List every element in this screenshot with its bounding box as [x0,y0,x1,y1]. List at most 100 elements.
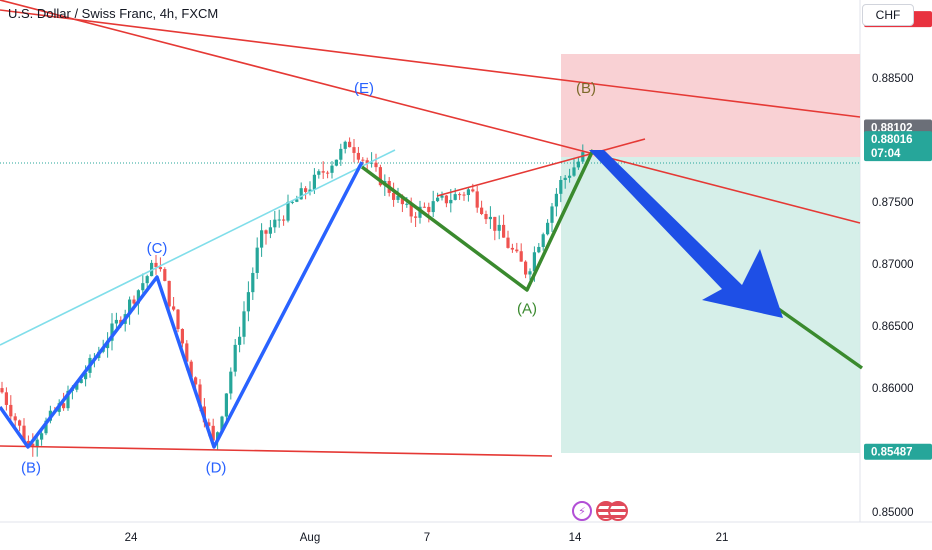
candle-body [405,203,409,205]
candle-body [497,224,501,231]
candle-body [18,420,22,426]
candle-body [141,283,145,291]
candle-body [568,175,572,178]
candle-body [365,160,369,164]
economic-events[interactable]: ⚡ [572,500,632,522]
candle-body [128,299,132,315]
upper-wedge-line[interactable] [0,149,396,346]
candle-body [75,383,79,390]
candle-body [145,276,149,284]
candle-body [0,388,4,393]
candle-body [268,227,272,234]
currency-button[interactable]: CHF [862,4,914,26]
candle-body [167,280,171,307]
candle-body [299,188,303,200]
upper-channel-line-extension[interactable] [0,0,861,224]
upper-channel-line[interactable] [0,9,861,118]
candle-body [471,189,475,192]
candle-body [475,191,479,208]
candle-body [334,159,338,166]
candle-body [400,195,404,205]
candle-body [163,269,167,281]
candle-body [290,201,294,203]
candle-body [238,336,242,345]
candle-body [493,216,497,231]
candle-body [356,152,360,160]
candle-body [519,251,523,262]
candle-body [330,165,334,173]
candle-body [466,189,470,196]
rising-triangle-line[interactable] [436,138,646,197]
candle-body [515,249,519,252]
candle-body [370,162,374,164]
price-tag-label: 0.85487 [871,447,913,459]
green-wave-line[interactable] [360,149,595,292]
candle-body [277,219,281,221]
candle-body [31,443,35,446]
price-tag-target [864,443,932,460]
countdown-label: 07:04 [871,148,901,160]
candle-body [343,141,347,149]
candle-body [524,261,528,275]
candle-body [22,425,26,441]
candle-body [436,197,440,202]
y-tick-label: 0.86000 [872,383,914,395]
candle-body [427,206,431,213]
wave-label: (B) [576,80,596,97]
candle-body [396,195,400,200]
candle-body [264,230,268,234]
x-tick-label: 24 [125,532,138,544]
candle-body [255,247,259,273]
candle-body [220,416,224,433]
candle-body [180,328,184,344]
candle-body [79,379,83,384]
x-tick-label: Aug [300,532,320,544]
candle-body [422,206,426,208]
candle-body [537,246,541,253]
candle-body [158,267,162,270]
y-tick-label: 0.87000 [872,259,914,271]
candle-body [13,416,17,421]
candle-body [431,201,435,213]
down-arrow-icon [589,150,783,318]
candle-body [4,392,8,405]
candle-body [132,299,136,304]
candle-body [233,344,237,372]
candle-body [224,393,228,417]
candle-body [260,230,264,248]
candle-body [339,148,343,160]
candle-body [352,147,356,153]
candle-body [506,237,510,248]
flash-icon[interactable]: ⚡ [572,501,592,521]
wave-label: (D) [206,459,227,476]
us-flag-icon[interactable] [608,501,628,521]
green-projection-line[interactable] [768,301,864,370]
y-tick-label: 0.85000 [872,507,914,519]
candle-body [189,361,193,378]
candle-body [510,247,514,250]
candle-body [326,172,330,174]
candle-body [502,224,506,238]
candle-body [229,371,233,394]
candle-body [9,404,13,417]
candle-body [35,439,39,446]
candle-body [44,420,48,434]
candle-body [295,199,299,202]
lower-channel-line[interactable] [0,445,553,457]
blue-wave-line[interactable] [0,161,364,449]
candle-body [546,222,550,235]
candle-body [458,194,462,196]
candle-body [449,199,453,204]
time-axis[interactable]: 24 Aug 7 14 21 [125,532,729,544]
candle-body [84,372,88,380]
candle-body [286,201,290,221]
wave-label: (B) [21,459,41,476]
candle-body [378,167,382,186]
candle-body [114,319,118,324]
candle-body [40,433,44,440]
candle-body [559,179,563,194]
candle-body [282,219,286,221]
candle-body [154,262,158,268]
